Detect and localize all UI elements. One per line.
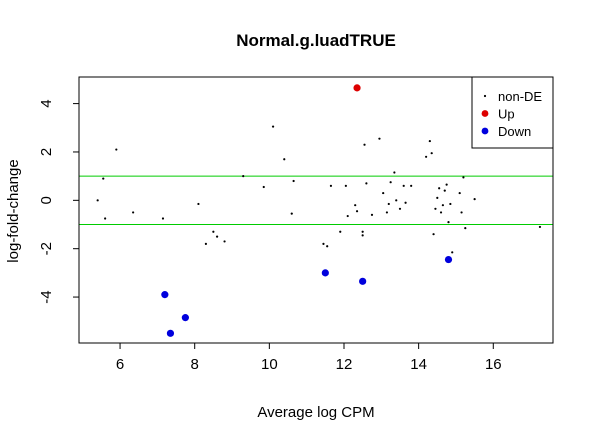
down-point — [166, 329, 175, 337]
non-de-point — [363, 143, 366, 146]
non-de-point — [197, 202, 200, 206]
non-de-point — [329, 184, 333, 187]
x-tick-label: 6 — [116, 356, 124, 373]
non-de-point — [395, 199, 398, 202]
non-de-point — [355, 210, 359, 213]
non-de-point — [104, 217, 107, 220]
non-de-point — [262, 185, 265, 189]
non-de-point — [292, 179, 295, 183]
non-de-point — [215, 235, 219, 238]
legend-label: Up — [498, 107, 515, 122]
non-de-point — [346, 214, 349, 218]
x-tick-label: 8 — [191, 356, 199, 373]
y-tick-label: -2 — [38, 242, 55, 255]
non-de-point — [204, 242, 207, 245]
non-de-point — [447, 220, 450, 224]
data-points — [96, 84, 542, 337]
y-tick-label: -4 — [38, 290, 55, 303]
legend-marker — [481, 127, 489, 135]
down-point — [359, 277, 367, 285]
x-axis-label: Average log CPM — [257, 404, 374, 421]
non-de-point — [212, 230, 215, 233]
non-de-point — [365, 182, 368, 185]
non-de-point — [326, 245, 329, 248]
y-axis-label: log-fold-change — [5, 159, 22, 262]
non-de-point — [443, 189, 446, 192]
non-de-point — [428, 139, 431, 143]
non-de-point — [398, 207, 402, 210]
non-de-point — [361, 230, 364, 233]
down-point — [444, 255, 453, 264]
non-de-point — [449, 202, 452, 206]
x-tick-label: 10 — [261, 356, 278, 373]
non-de-point — [354, 204, 357, 207]
non-de-point — [385, 211, 389, 214]
y-axis: -4 -2 0 2 4 — [38, 99, 80, 304]
non-de-point — [432, 233, 435, 236]
non-de-point — [462, 176, 465, 179]
non-de-point — [242, 175, 245, 178]
non-de-point — [445, 183, 448, 186]
chart-title: Normal.g.luadTRUE — [236, 31, 396, 50]
x-tick-label: 16 — [485, 356, 502, 373]
non-de-point — [370, 213, 374, 216]
non-de-point — [339, 230, 342, 233]
x-axis: 6 8 10 12 14 16 — [116, 342, 502, 373]
non-de-point — [460, 211, 463, 214]
non-de-point — [115, 148, 118, 151]
y-tick-label: 0 — [38, 196, 55, 204]
non-de-point — [322, 242, 325, 245]
non-de-point — [361, 234, 364, 237]
non-de-point — [290, 212, 293, 215]
down-point — [181, 314, 189, 322]
non-de-point — [387, 202, 390, 206]
legend: non-DE Up Down — [471, 76, 554, 149]
non-de-point — [393, 171, 396, 174]
non-de-point — [464, 227, 467, 230]
non-de-point — [425, 155, 428, 158]
non-de-point — [283, 158, 286, 161]
down-point — [161, 291, 169, 299]
non-de-point — [434, 207, 437, 210]
legend-marker — [481, 110, 489, 117]
non-de-point — [382, 191, 385, 195]
non-de-point — [102, 177, 105, 180]
y-tick-label: 4 — [38, 99, 55, 107]
legend-marker — [483, 94, 487, 98]
non-de-point — [378, 137, 381, 140]
non-de-point — [402, 184, 405, 187]
non-de-point — [389, 181, 392, 184]
non-de-point — [451, 251, 454, 254]
non-de-point — [96, 199, 99, 202]
non-de-point — [436, 196, 439, 200]
non-de-point — [441, 204, 444, 207]
non-de-point — [271, 125, 275, 128]
legend-label: non-DE — [498, 89, 542, 104]
non-de-point — [223, 240, 226, 243]
non-de-point — [438, 187, 441, 190]
non-de-point — [132, 211, 135, 214]
non-de-point — [161, 217, 165, 220]
y-tick-label: 2 — [38, 148, 55, 156]
non-de-point — [344, 184, 347, 187]
down-point — [321, 269, 329, 277]
threshold-lines — [79, 175, 553, 226]
x-tick-label: 14 — [410, 356, 427, 373]
non-de-point — [439, 211, 443, 214]
x-tick-label: 12 — [336, 356, 353, 373]
non-de-point — [473, 198, 476, 201]
non-de-point — [538, 225, 542, 229]
non-de-point — [458, 191, 461, 195]
non-de-point — [404, 201, 407, 204]
legend-label: Down — [498, 124, 531, 139]
non-de-point — [430, 152, 433, 155]
non-de-point — [410, 184, 413, 187]
up-point — [353, 84, 361, 92]
